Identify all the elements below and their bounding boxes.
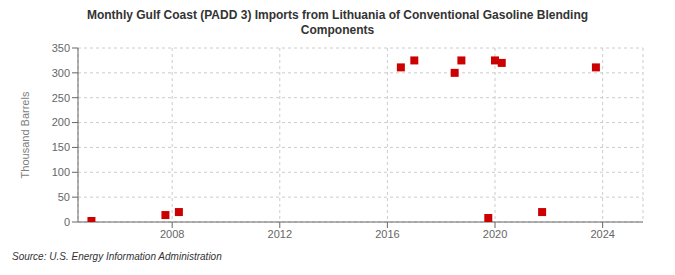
html-text:Monthly Gulf Coast (PADD 3) Im: Monthly Gulf Coast (PADD 3) Imports from… xyxy=(86,8,589,22)
svg-text:250: 250 xyxy=(52,92,70,104)
svg-text:2024: 2024 xyxy=(590,228,614,240)
svg-text:200: 200 xyxy=(52,116,70,128)
svg-text:350: 350 xyxy=(52,42,70,54)
html-text:Components: Components xyxy=(300,23,375,37)
svg-text:0: 0 xyxy=(64,216,70,228)
svg-text:2020: 2020 xyxy=(483,228,507,240)
svg-text:Thousand Barrels: Thousand Barrels xyxy=(19,91,31,178)
svg-text:2012: 2012 xyxy=(268,228,292,240)
svg-text:2016: 2016 xyxy=(375,228,399,240)
svg-text:2008: 2008 xyxy=(160,228,184,240)
html-text:Source: U.S. Energy Informatio: Source: U.S. Energy Information Administ… xyxy=(12,251,222,262)
svg-text:100: 100 xyxy=(52,166,70,178)
svg-text:50: 50 xyxy=(58,191,70,203)
svg-text:150: 150 xyxy=(52,141,70,153)
svg-text:300: 300 xyxy=(52,67,70,79)
